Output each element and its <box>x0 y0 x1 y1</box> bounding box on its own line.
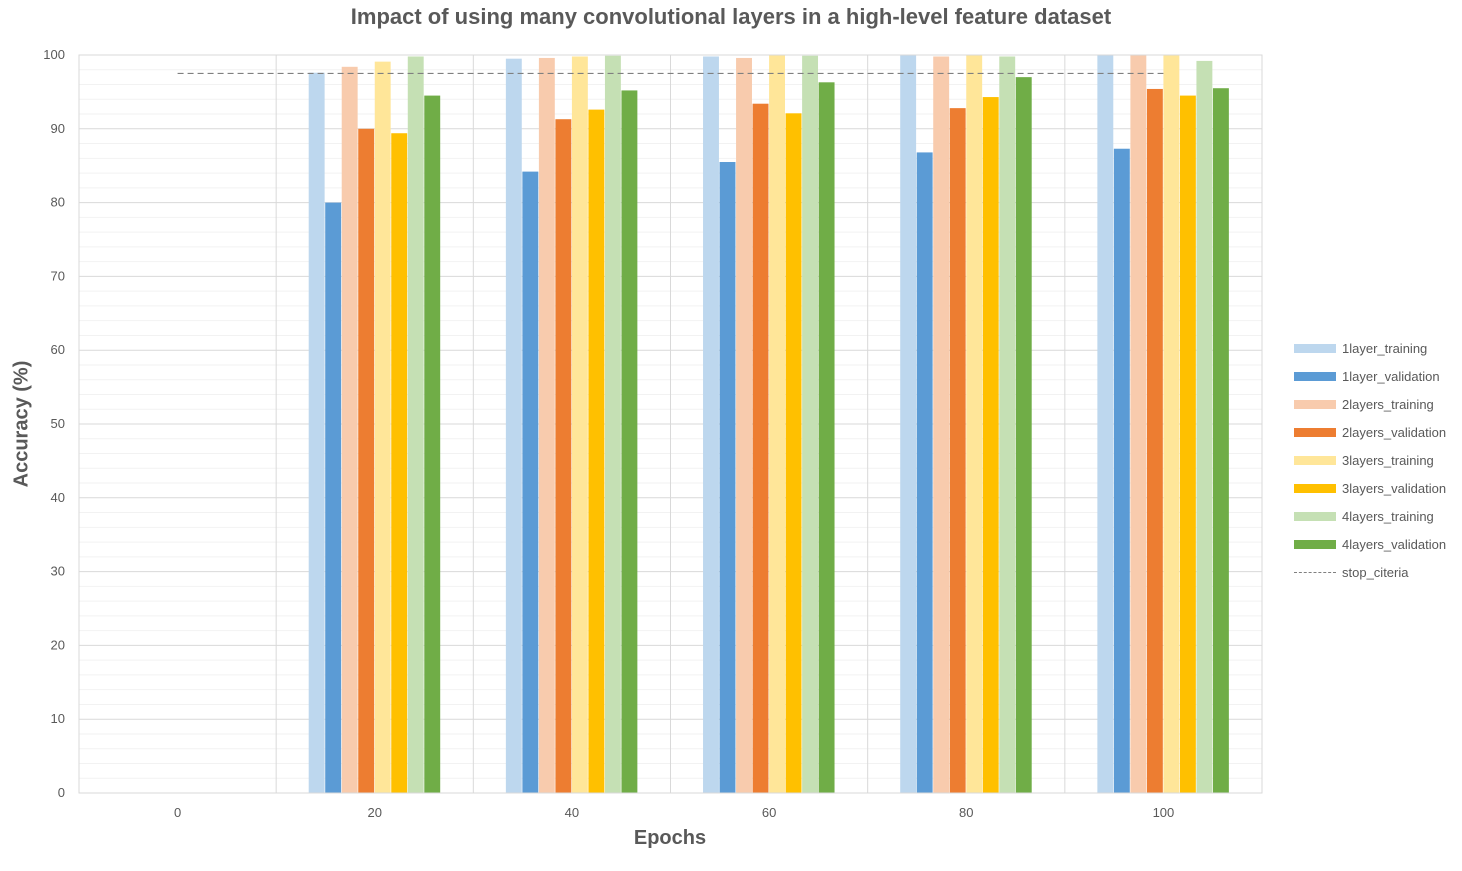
bar-1layer_training <box>1097 55 1114 793</box>
bar-4layers_validation <box>1212 88 1229 793</box>
plot-border <box>78 54 1263 794</box>
legend-swatch <box>1294 343 1336 353</box>
y-tick-label: 90 <box>51 121 65 136</box>
bar-4layers_training <box>604 55 621 794</box>
bar-1layer_training <box>308 72 325 794</box>
bar-3layers_validation <box>391 133 408 793</box>
legend-swatch <box>1294 427 1336 437</box>
legend-dash-swatch <box>1294 572 1336 574</box>
bar-2layers_training <box>538 57 555 793</box>
bar-2layers_validation <box>358 128 375 794</box>
legend-item: 1layer_training <box>1294 334 1459 362</box>
legend-swatch <box>1294 484 1336 494</box>
bar-1layer_validation <box>916 152 933 793</box>
legend-item: 3layers_validation <box>1294 474 1459 502</box>
legend-swatch <box>1294 455 1336 465</box>
x-tick-label: 20 <box>368 805 382 820</box>
bar-4layers_training <box>1196 60 1213 794</box>
bar-2layers_validation <box>555 119 572 794</box>
bar-2layers_training <box>933 56 950 793</box>
bar-1layer_validation <box>719 162 736 793</box>
legend-label: 1layer_training <box>1342 340 1428 356</box>
bar-2layers_validation <box>1146 88 1163 793</box>
bar-4layers_validation <box>1015 77 1032 793</box>
bar-1layer_training <box>703 56 719 793</box>
bar-3layers_training <box>374 61 391 794</box>
bar-1layer_validation <box>1113 148 1130 793</box>
legend-swatch <box>1294 512 1336 522</box>
legend-swatch <box>1294 399 1336 409</box>
legend-item: 4layers_validation <box>1294 531 1459 559</box>
y-tick-label: 10 <box>51 711 65 726</box>
bar-2layers_training <box>736 57 752 793</box>
bar-4layers_validation <box>818 82 835 793</box>
bar-3layers_training <box>769 55 785 793</box>
bar-4layers_training <box>802 55 819 794</box>
y-tick-label: 70 <box>51 268 65 283</box>
legend-label: 1layer_validation <box>1342 368 1440 384</box>
legend-label: stop_citeria <box>1342 565 1409 581</box>
x-axis-title: Epochs <box>633 827 707 849</box>
y-tick-labels: 0 10 20 30 40 50 60 70 80 90 100 <box>43 47 65 800</box>
bar-2layers_training <box>341 66 358 794</box>
legend-label: 3layers_validation <box>1342 481 1447 497</box>
x-tick-label: 0 <box>174 805 181 820</box>
legend-label: 4layers_training <box>1342 509 1434 525</box>
legend-item: stop_citeria <box>1294 559 1459 587</box>
y-tick-label: 80 <box>51 195 65 210</box>
y-tick-label: 40 <box>51 490 65 505</box>
legend-swatch <box>1294 371 1336 381</box>
bar-1layer_validation <box>325 202 342 794</box>
bar-4layers_training <box>999 56 1016 793</box>
legend-label: 4layers_validation <box>1342 537 1447 553</box>
legend-item: 4layers_training <box>1294 503 1459 531</box>
bar-4layers_training <box>407 56 424 793</box>
legend-swatch <box>1294 540 1336 550</box>
chart-title: Impact of using many convolutional layer… <box>350 4 1112 29</box>
x-tick-label: 100 <box>1153 805 1175 820</box>
bar-3layers_validation <box>982 97 999 794</box>
legend-item: 1layer_validation <box>1294 362 1459 390</box>
y-tick-label: 50 <box>51 416 65 431</box>
legend-label: 2layers_training <box>1342 396 1434 412</box>
x-tick-label: 40 <box>565 805 579 820</box>
bar-1layer_validation <box>522 171 539 793</box>
legend-label: 2layers_validation <box>1342 424 1447 440</box>
legend-item: 3layers_training <box>1294 446 1459 474</box>
x-tick-labels: 0 20 40 60 80 100 <box>174 805 1174 820</box>
bar-3layers_validation <box>785 113 802 793</box>
bar-3layers_validation <box>588 109 605 793</box>
x-tick-label: 60 <box>762 805 776 820</box>
bar-4layers_validation <box>621 90 638 793</box>
y-tick-label: 60 <box>51 342 65 357</box>
legend-label: 3layers_training <box>1342 452 1434 468</box>
bar-3layers_training <box>571 56 588 793</box>
bar-2layers_validation <box>752 103 769 793</box>
bar-3layers_training <box>966 55 983 793</box>
bar-3layers_validation <box>1179 95 1196 794</box>
legend-item: 2layers_training <box>1294 390 1459 418</box>
legend-item: 2layers_validation <box>1294 418 1459 446</box>
bar-4layers_validation <box>424 95 441 794</box>
bar-series-group <box>308 55 1229 794</box>
y-tick-label: 20 <box>51 637 65 652</box>
y-tick-label: 0 <box>58 785 65 800</box>
bar-2layers_training <box>1130 55 1147 793</box>
bar-3layers_training <box>1163 55 1180 793</box>
bar-1layer_training <box>505 58 522 793</box>
bar-2layers_validation <box>949 108 966 794</box>
bar-1layer_training <box>900 55 917 793</box>
y-tick-label: 100 <box>43 47 65 62</box>
legend: 1layer_training 1layer_validation 2layers_… <box>1294 334 1459 587</box>
x-tick-label: 80 <box>959 805 973 820</box>
y-tick-label: 30 <box>51 564 65 579</box>
vertical-gridlines <box>275 55 1066 793</box>
